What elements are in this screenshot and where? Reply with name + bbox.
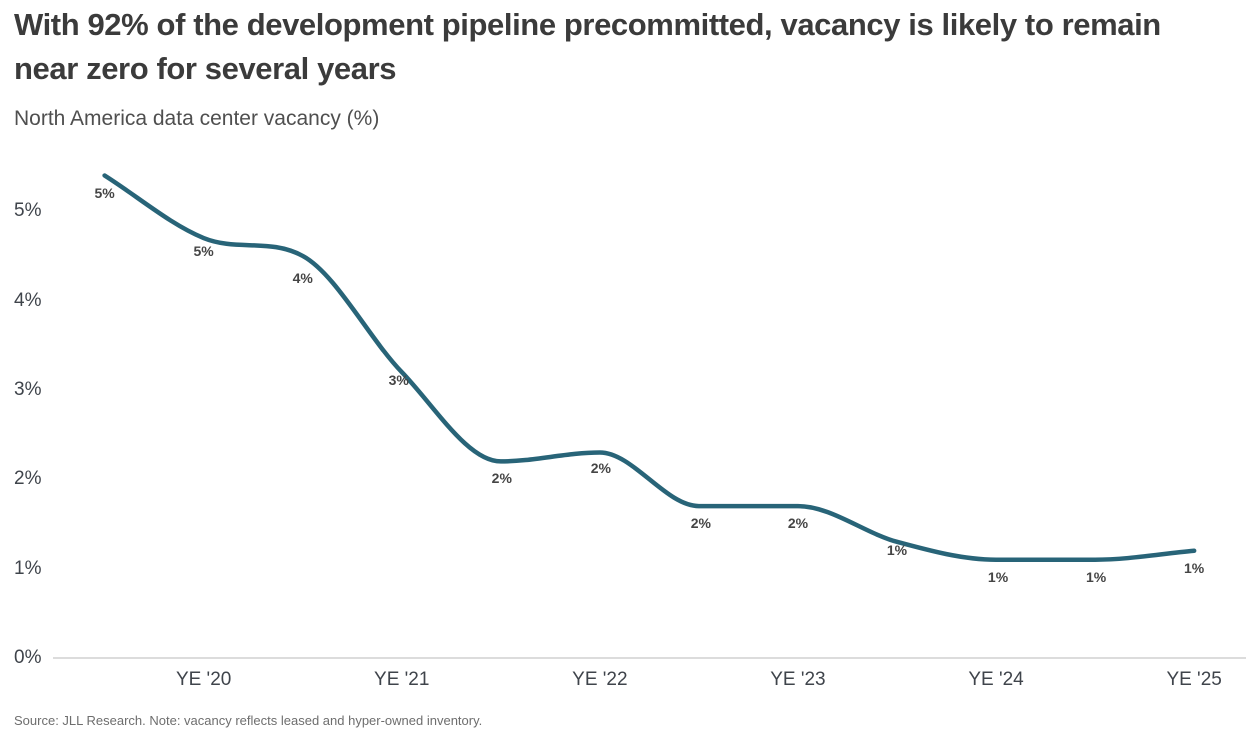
x-axis-tick-label: YE '24	[968, 669, 1024, 690]
figure-title: With 92% of the development pipeline pre…	[14, 7, 1161, 86]
y-axis-tick-label: 3%	[14, 378, 42, 400]
y-axis-tick-label: 2%	[14, 468, 42, 490]
data-point-label: 1%	[1184, 559, 1205, 576]
source-note: Source: JLL Research. Note: vacancy refl…	[14, 713, 483, 728]
data-point-label: 2%	[690, 515, 712, 532]
x-axis-tick-label: YE '21	[374, 669, 430, 690]
figure-subtitle: North America data center vacancy (%)	[14, 107, 380, 130]
data-point-label: 5%	[193, 243, 214, 260]
y-axis-tick-label: 4%	[14, 289, 42, 311]
data-point-label: 2%	[491, 470, 512, 487]
data-point-label: 2%	[590, 460, 611, 477]
x-axis-tick-label: YE '25	[1166, 669, 1222, 690]
y-axis-tick-label: 5%	[14, 200, 42, 222]
data-point-label: 2%	[787, 515, 809, 532]
x-axis-baseline	[53, 657, 1246, 659]
x-axis-tick-label: YE '23	[770, 669, 826, 690]
data-point-label: 1%	[886, 541, 908, 558]
vacancy-trend-line	[102, 173, 1197, 562]
data-point-label: 3%	[388, 372, 409, 389]
data-point-label: 1%	[987, 568, 1009, 585]
x-axis-tick-label: YE '22	[572, 669, 628, 690]
data-point-label: 4%	[292, 269, 313, 286]
data-point-label: 1%	[1085, 568, 1107, 585]
x-axis-tick-label: YE '20	[175, 669, 232, 690]
y-axis-tick-label: 1%	[14, 557, 42, 579]
data-point-label: 5%	[94, 184, 115, 201]
y-axis-tick-label: 0%	[14, 647, 42, 668]
